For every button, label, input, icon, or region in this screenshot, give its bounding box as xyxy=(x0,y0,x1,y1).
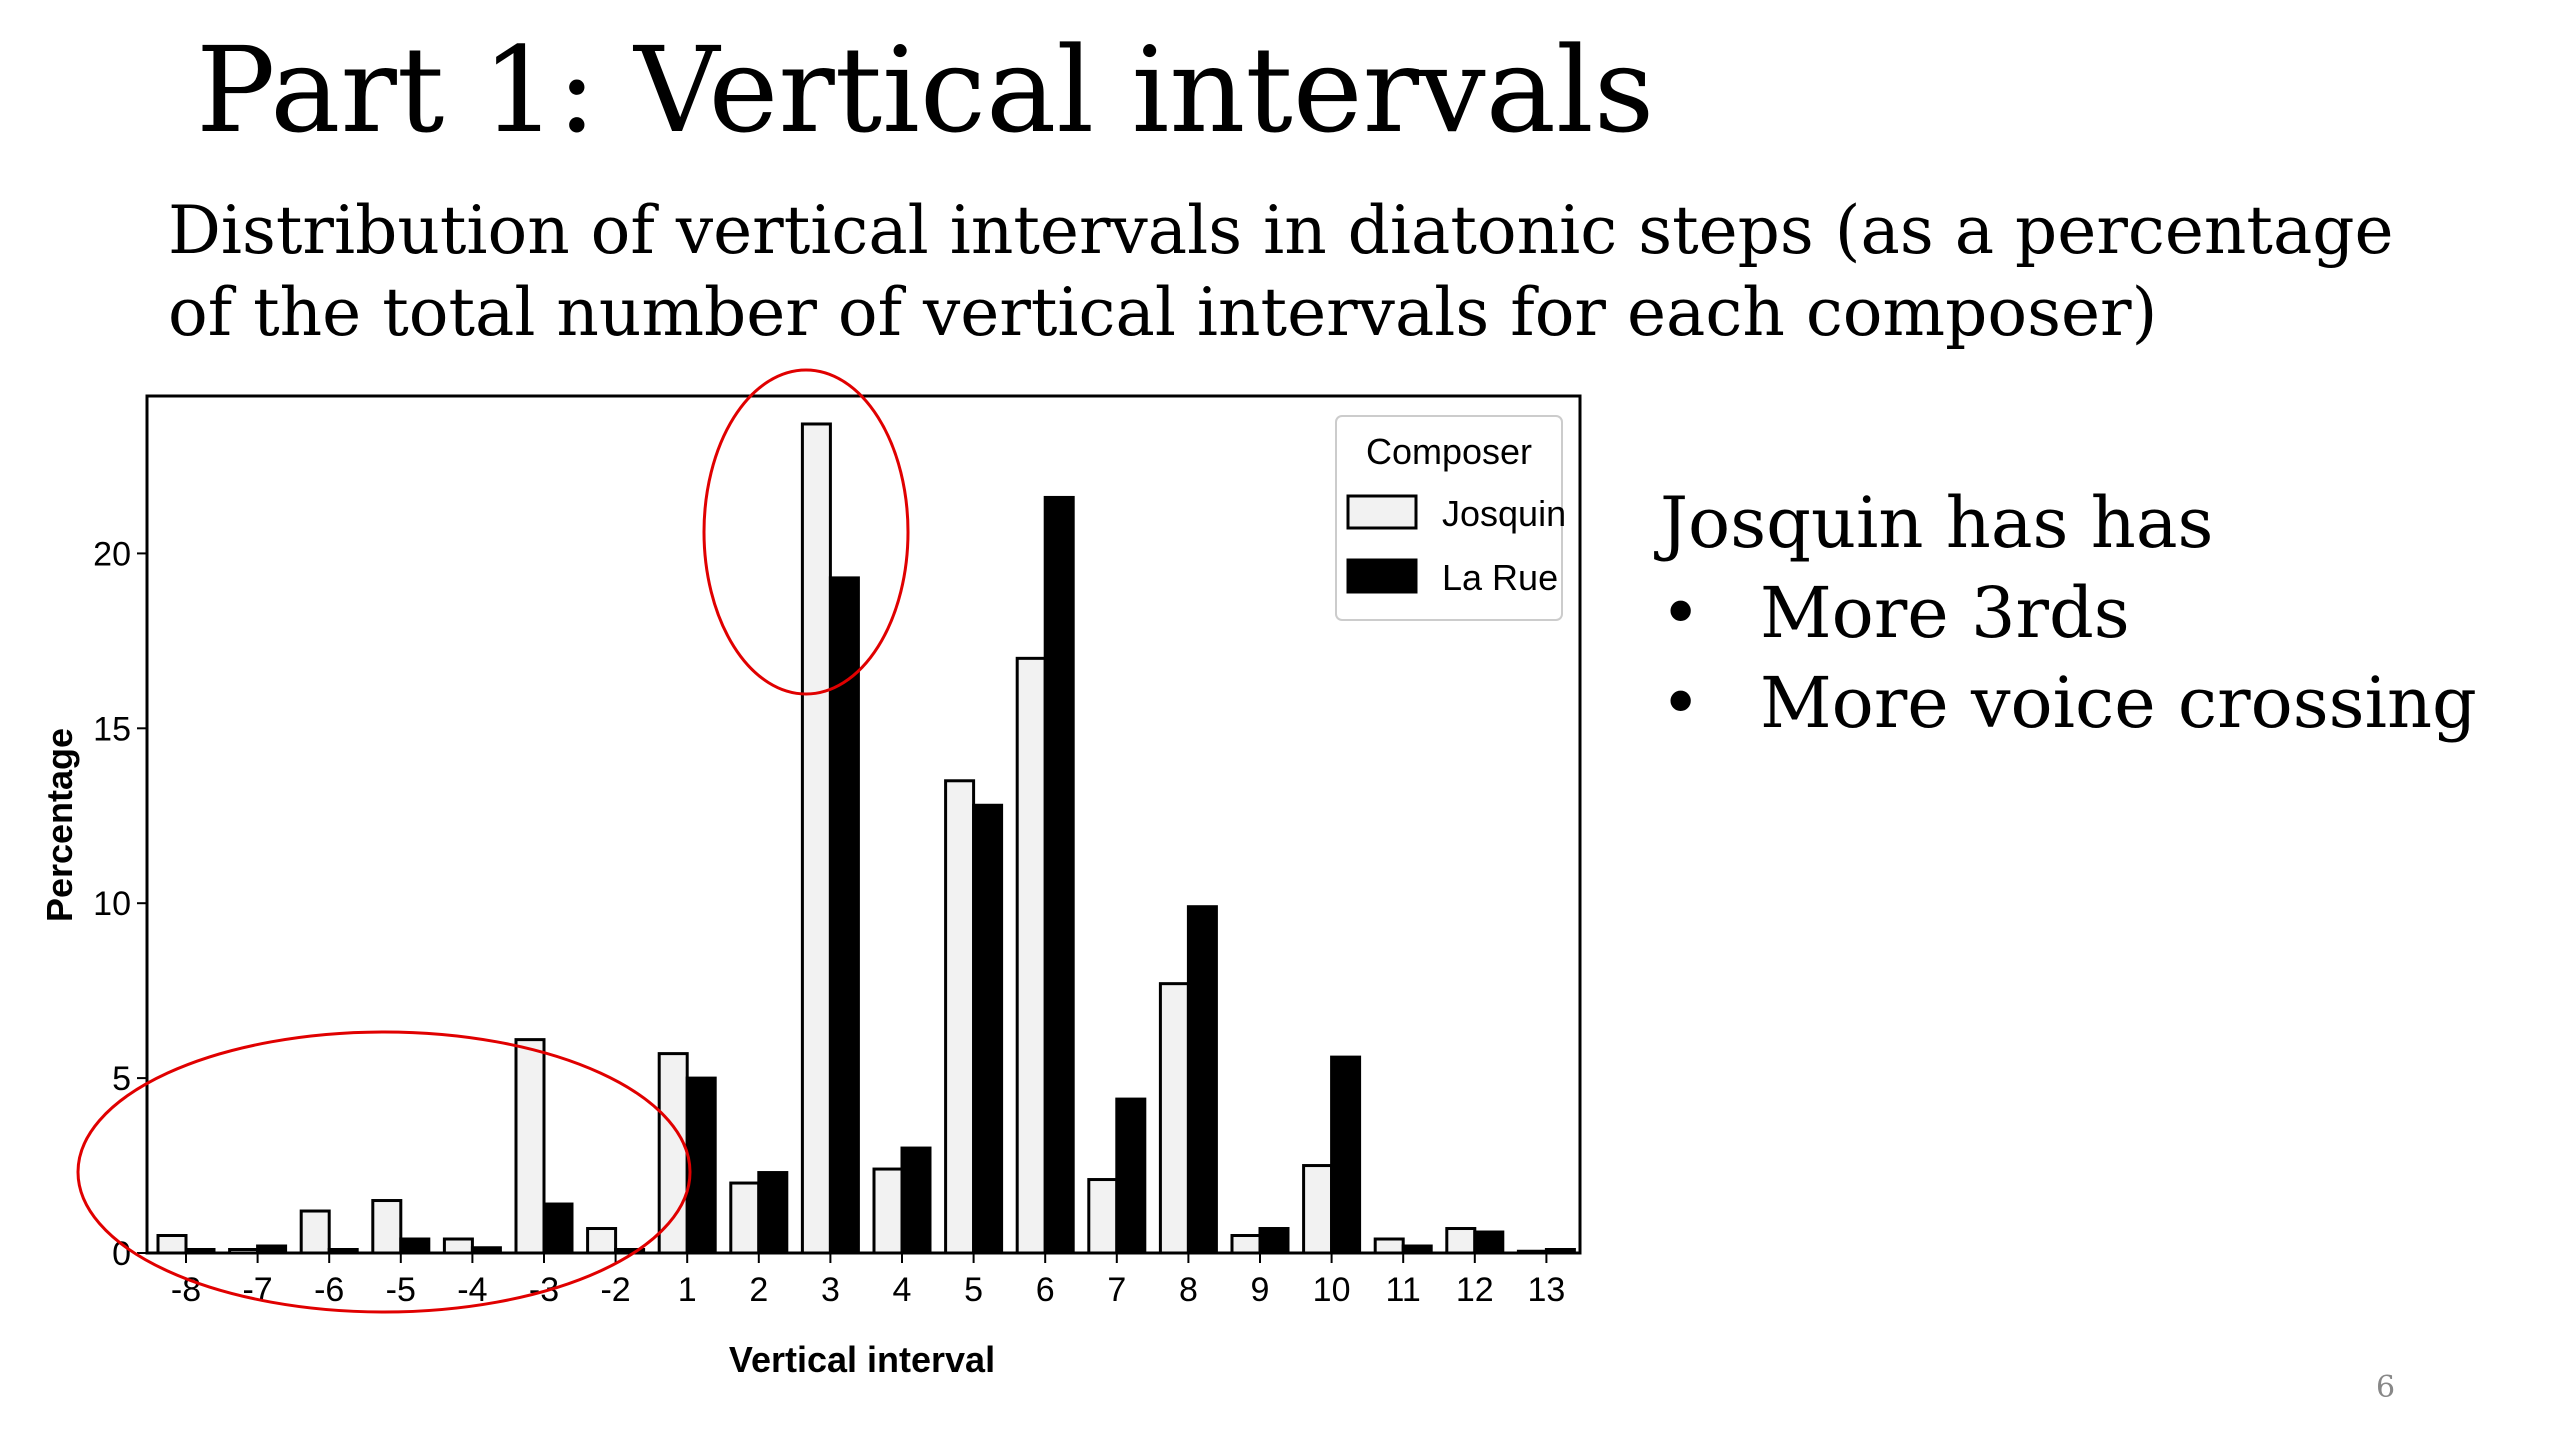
x-tick-label: 11 xyxy=(1386,1271,1421,1309)
bar-josquin--4 xyxy=(442,1237,474,1255)
bar-la-rue-7 xyxy=(1115,1097,1147,1255)
legend-label-la-rue: La Rue xyxy=(1442,557,1558,598)
x-tick-label: 1 xyxy=(678,1271,697,1309)
bar-la-rue-5 xyxy=(972,803,1004,1255)
x-tick-label: 7 xyxy=(1107,1271,1126,1309)
x-tick-label: -4 xyxy=(457,1271,487,1309)
legend-swatch-la-rue xyxy=(1346,558,1418,594)
bar-la-rue--3 xyxy=(542,1202,574,1255)
y-axis-label: Percentage xyxy=(39,728,80,922)
bar-la-rue-1 xyxy=(685,1076,717,1255)
x-tick-label: -7 xyxy=(242,1271,272,1309)
bullet-text: More 3rds xyxy=(1760,572,2130,654)
subtitle-line-1: Distribution of vertical intervals in di… xyxy=(168,192,2394,269)
x-tick-label: 4 xyxy=(893,1271,912,1309)
page-number: 6 xyxy=(2376,1370,2396,1405)
bar-josquin-12 xyxy=(1445,1227,1477,1255)
bar-la-rue-12 xyxy=(1473,1230,1505,1255)
x-tick-label: 12 xyxy=(1456,1271,1494,1309)
x-ticks: -8 -7 -6 -5 -4 -3 -2 1 2 3 4 5 6 7 8 9 10 11 12 13 xyxy=(171,1253,1565,1309)
y-tick-label: 20 xyxy=(93,535,131,573)
bullet-item: • More voice crossing xyxy=(1660,658,2477,748)
bar-josquin-9 xyxy=(1230,1234,1262,1255)
bar-josquin--2 xyxy=(586,1227,618,1255)
side-heading: Josquin has has xyxy=(1660,482,2214,564)
bar-la-rue-9 xyxy=(1258,1227,1290,1255)
bar-josquin-8 xyxy=(1158,982,1190,1255)
legend-swatch-josquin xyxy=(1346,494,1418,530)
bar-josquin--8 xyxy=(156,1234,188,1255)
legend-label-josquin: Josquin xyxy=(1442,493,1566,534)
bullet-dot-icon: • xyxy=(1660,572,1702,654)
x-tick-label: -6 xyxy=(314,1271,344,1309)
bar-la-rue-10 xyxy=(1330,1055,1362,1255)
y-tick-label: 15 xyxy=(93,710,131,748)
legend-title: Composer xyxy=(1366,431,1532,472)
x-tick-label: 9 xyxy=(1251,1271,1270,1309)
bar-josquin-1 xyxy=(657,1052,689,1255)
legend: Composer Josquin La Rue xyxy=(1335,415,1566,621)
bar-la-rue-8 xyxy=(1186,905,1218,1255)
y-tick-label: 10 xyxy=(93,885,131,923)
x-tick-label: -2 xyxy=(600,1271,630,1309)
bullet-dot-icon: • xyxy=(1660,662,1702,744)
x-tick-label: 3 xyxy=(821,1271,840,1309)
bar-la-rue--5 xyxy=(399,1237,431,1255)
y-tick-label: 5 xyxy=(112,1060,131,1098)
x-tick-label: 8 xyxy=(1179,1271,1198,1309)
x-tick-label: 10 xyxy=(1313,1271,1351,1309)
x-tick-label: -8 xyxy=(171,1271,201,1309)
bar-la-rue-4 xyxy=(900,1146,932,1255)
x-tick-label: 5 xyxy=(964,1271,983,1309)
bar-josquin-7 xyxy=(1087,1178,1119,1255)
bar-josquin-6 xyxy=(1015,656,1047,1255)
bar-la-rue-3 xyxy=(828,576,860,1255)
bars-layer xyxy=(156,422,1576,1255)
slide-title: Part 1: Vertical intervals xyxy=(196,21,1655,159)
bar-josquin-3 xyxy=(800,422,832,1255)
bar-josquin-11 xyxy=(1373,1237,1405,1255)
x-tick-label: 2 xyxy=(749,1271,768,1309)
y-ticks: 0 5 10 15 20 xyxy=(93,535,147,1273)
bar-la-rue-6 xyxy=(1043,495,1075,1255)
side-text: Josquin has has • More 3rds • More voice… xyxy=(1660,478,2477,748)
x-tick-label: 6 xyxy=(1036,1271,1055,1309)
bar-josquin-4 xyxy=(872,1167,904,1255)
slide-subtitle: Distribution of vertical intervals in di… xyxy=(168,190,2488,354)
bar-josquin--6 xyxy=(299,1209,331,1255)
subtitle-line-2: of the total number of vertical interval… xyxy=(168,274,2158,351)
bar-josquin-5 xyxy=(944,779,976,1255)
bar-josquin-10 xyxy=(1302,1164,1334,1255)
annotation-ellipse-voice-crossing xyxy=(76,1030,692,1314)
x-tick-label: 13 xyxy=(1527,1271,1565,1309)
x-tick-label: -5 xyxy=(386,1271,416,1309)
x-axis-label: Vertical interval xyxy=(729,1339,995,1380)
annotation-ellipse-third xyxy=(702,368,910,696)
bar-josquin-2 xyxy=(729,1181,761,1255)
y-tick-label: 0 xyxy=(112,1235,131,1273)
bullet-text: More voice crossing xyxy=(1760,662,2477,744)
bullet-item: • More 3rds xyxy=(1660,568,2477,658)
bar-josquin--5 xyxy=(371,1199,403,1255)
bar-josquin--3 xyxy=(514,1038,546,1255)
bar-la-rue-2 xyxy=(757,1171,789,1255)
